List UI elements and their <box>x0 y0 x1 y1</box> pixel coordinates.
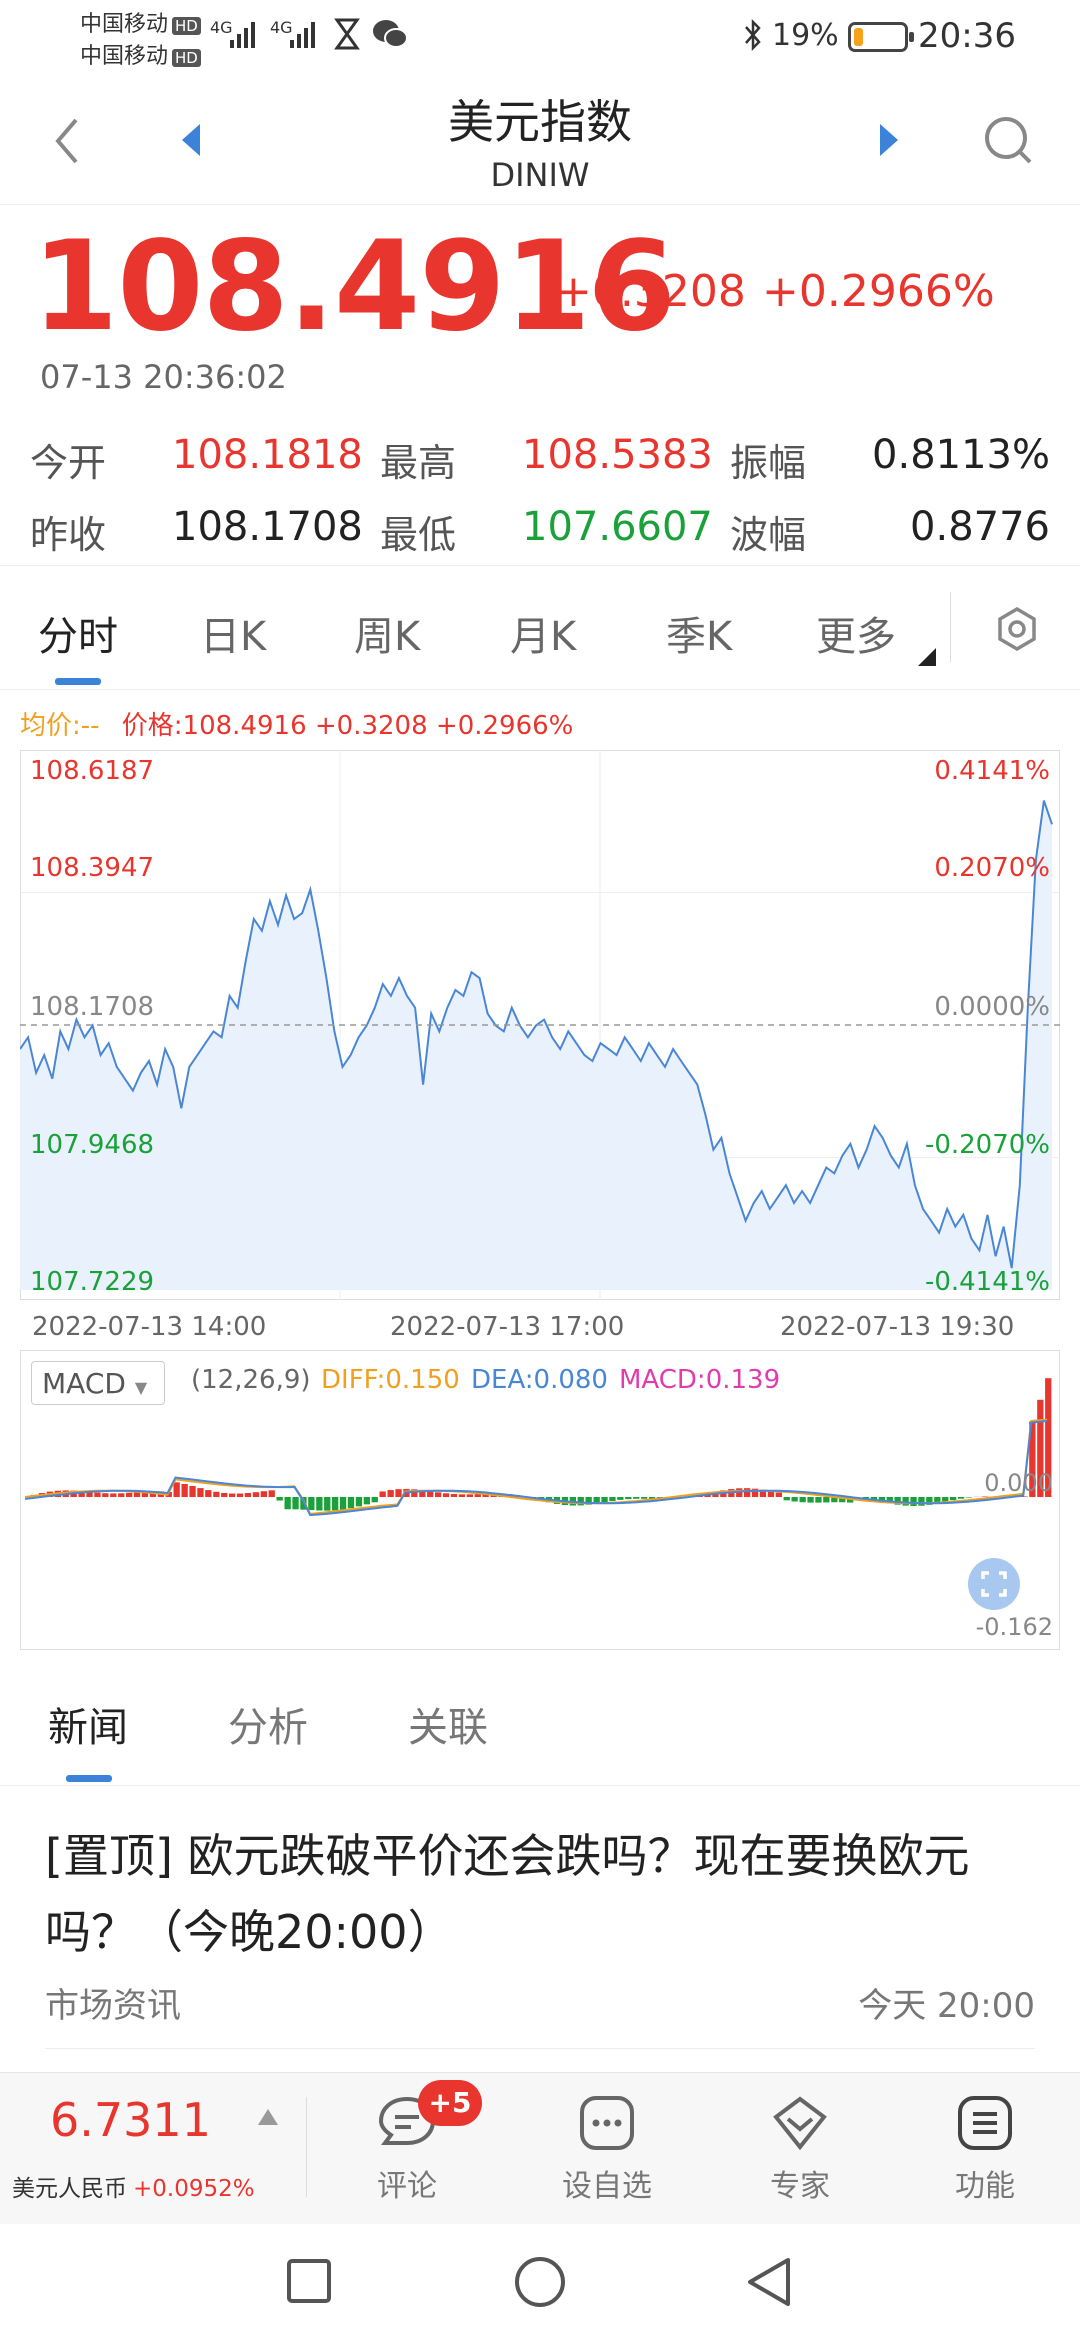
recents-icon[interactable] <box>286 2258 332 2304</box>
more-dots-icon <box>580 2096 634 2150</box>
chart-legend: 均价:-- 价格:108.4916 +0.3208 +0.2966% <box>20 705 573 742</box>
comment-count-badge: +5 <box>418 2080 482 2126</box>
y-tick-right-0: 0.4141% <box>934 756 1050 786</box>
y-tick-left-2: 108.1708 <box>30 992 155 1022</box>
page-title: 美元指数 <box>448 95 632 149</box>
expert-button[interactable]: 专家 <box>725 2093 875 2205</box>
high-label: 最高 <box>380 441 457 485</box>
status-bar: 中国移动 HD 中国移动 HD 4G 4G 19% 20:36 <box>0 0 1080 80</box>
carrier-2: 中国移动 HD <box>80 38 201 70</box>
macd-diff: DIFF:0.150 <box>321 1365 460 1395</box>
macd-selector[interactable]: MACD ▼ <box>31 1361 165 1405</box>
add-watchlist-button[interactable]: 设自选 <box>532 2093 682 2205</box>
news-title[interactable]: [置顶] 欧元跌破平价还会跌吗？现在要换欧元吗？（今晚20:00） <box>45 1829 970 1959</box>
y-tick-right-2: 0.0000% <box>934 992 1050 1022</box>
x-tick-0: 2022-07-13 14:00 <box>32 1312 267 1342</box>
network-label-2: 4G <box>270 18 293 37</box>
carrier-1: 中国移动 HD <box>80 6 201 38</box>
search-icon[interactable] <box>982 114 1036 168</box>
volatility-value: 0.8776 <box>910 504 1050 550</box>
previous-arrow-icon[interactable] <box>178 120 204 160</box>
home-icon[interactable] <box>514 2256 566 2308</box>
tab-analysis[interactable]: 分析 <box>228 1705 308 1751</box>
open-value: 108.1818 <box>172 432 363 478</box>
quote-time: 07-13 20:36:02 <box>40 358 287 396</box>
y-tick-right-4: -0.4141% <box>924 1267 1050 1297</box>
tab-more[interactable]: 更多 <box>816 614 896 660</box>
price-legend: 价格:108.4916 +0.3208 +0.2966% <box>121 711 574 741</box>
hourglass-icon <box>334 18 360 50</box>
bottom-toolbar: 6.7311 美元人民币 +0.0952% 评论 设自选 专家 功能 <box>0 2072 1080 2224</box>
menu-icon <box>958 2096 1012 2150</box>
macd-dea: DEA:0.080 <box>471 1365 608 1395</box>
volatility-label: 波幅 <box>730 513 807 557</box>
tab-daily-k[interactable]: 日K <box>200 614 267 660</box>
header: 美元指数 DINIW <box>0 80 1080 205</box>
tab-news[interactable]: 新闻 <box>48 1705 128 1751</box>
amplitude-label: 振幅 <box>730 441 807 485</box>
wechat-icon <box>373 20 408 48</box>
y-tick-right-1: 0.2070% <box>934 853 1050 883</box>
tab-related[interactable]: 关联 <box>408 1705 488 1751</box>
settings-icon[interactable] <box>994 606 1040 652</box>
tab-weekly-k[interactable]: 周K <box>354 614 421 660</box>
nav-back-icon[interactable] <box>744 2256 792 2308</box>
open-label: 今开 <box>30 441 107 485</box>
macd-min-label: -0.162 <box>975 1613 1053 1641</box>
low-value: 107.6607 <box>522 504 713 550</box>
y-tick-left-4: 107.7229 <box>30 1267 155 1297</box>
clock: 20:36 <box>918 16 1016 56</box>
expert-icon <box>773 2096 827 2151</box>
y-tick-left-0: 108.6187 <box>30 756 155 786</box>
macd-value: MACD:0.139 <box>619 1365 781 1395</box>
fullscreen-icon[interactable] <box>967 1557 1021 1611</box>
macd-zero-label: 0.000 <box>984 1469 1053 1497</box>
related-rate-name: 美元人民币 +0.0952% <box>12 2176 255 2202</box>
bluetooth-icon <box>745 18 761 52</box>
tab-monthly-k[interactable]: 月K <box>510 614 577 660</box>
macd-chart <box>24 1378 1052 1517</box>
function-button[interactable]: 功能 <box>910 2093 1060 2205</box>
macd-panel: MACD ▼ (12,26,9) DIFF:0.150 DEA:0.080 MA… <box>20 1350 1060 1650</box>
signal-icon-2 <box>290 22 315 48</box>
news-time: 今天 20:00 <box>858 1986 1035 2026</box>
battery-icon <box>848 22 914 52</box>
x-tick-2: 2022-07-13 19:30 <box>780 1312 1015 1342</box>
high-value: 108.5383 <box>522 432 713 478</box>
y-tick-left-1: 108.3947 <box>30 853 155 883</box>
tab-quarterly-k[interactable]: 季K <box>666 614 733 660</box>
intraday-chart[interactable] <box>20 750 1060 1300</box>
page-subtitle: DINIW <box>490 156 590 194</box>
macd-params: (12,26,9) <box>191 1365 311 1395</box>
battery-percent: 19% <box>772 18 839 53</box>
news-source: 市场资讯 <box>45 1986 181 2026</box>
signal-icon <box>230 22 255 48</box>
current-price: 108.4916 <box>32 215 676 359</box>
system-nav-bar <box>0 2224 1080 2340</box>
price-change: +0.3208 <box>555 266 746 317</box>
prev-close-value: 108.1708 <box>172 504 363 550</box>
amplitude-value: 0.8113% <box>872 432 1050 478</box>
back-icon[interactable] <box>52 116 82 166</box>
y-tick-right-3: -0.2070% <box>924 1130 1050 1160</box>
price-change-percent: +0.2966% <box>762 266 995 317</box>
prev-close-label: 昨收 <box>30 513 107 557</box>
chart-tabs: 分时 日K 周K 月K 季K 更多 <box>0 565 1080 690</box>
y-tick-left-3: 107.9468 <box>30 1130 155 1160</box>
low-label: 最低 <box>380 513 457 557</box>
dropdown-corner-icon <box>918 648 936 666</box>
up-triangle-icon <box>258 2109 278 2125</box>
network-label: 4G <box>210 18 233 37</box>
x-tick-1: 2022-07-13 17:00 <box>390 1312 625 1342</box>
related-rate-value[interactable]: 6.7311 <box>50 2093 211 2147</box>
tab-intraday[interactable]: 分时 <box>38 614 118 660</box>
next-arrow-icon[interactable] <box>876 120 902 160</box>
avg-price-legend: 均价:-- <box>20 711 100 741</box>
